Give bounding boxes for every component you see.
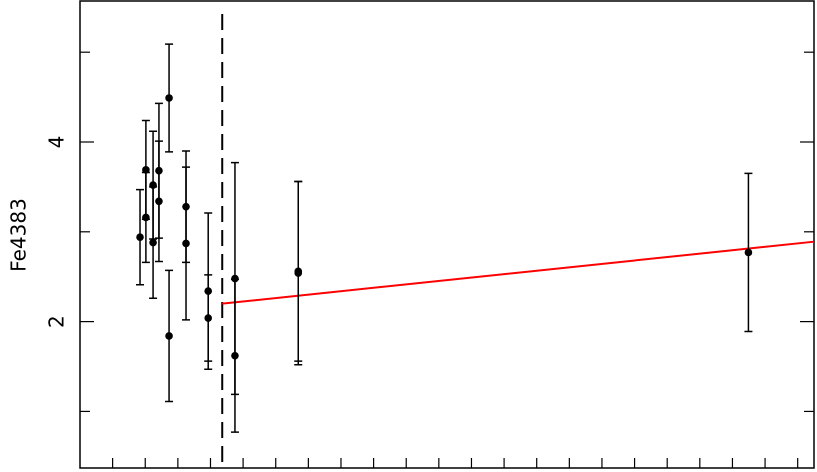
data-point <box>165 94 173 102</box>
data-point <box>231 274 239 283</box>
plot-frame <box>79 0 815 469</box>
data-point <box>155 197 163 206</box>
data-point <box>294 267 303 276</box>
data-point <box>204 314 213 322</box>
data-point <box>182 239 190 248</box>
data-point <box>149 238 157 247</box>
data-point <box>165 332 173 340</box>
y-axis-label: Fe4383 <box>7 198 31 272</box>
data-point <box>231 351 239 360</box>
data-point <box>744 248 753 257</box>
y-tick-label: 4 <box>45 136 69 149</box>
y-tick-label: 2 <box>45 315 69 328</box>
data-point <box>142 166 150 174</box>
data-point <box>136 233 144 241</box>
fit-line <box>222 240 815 305</box>
